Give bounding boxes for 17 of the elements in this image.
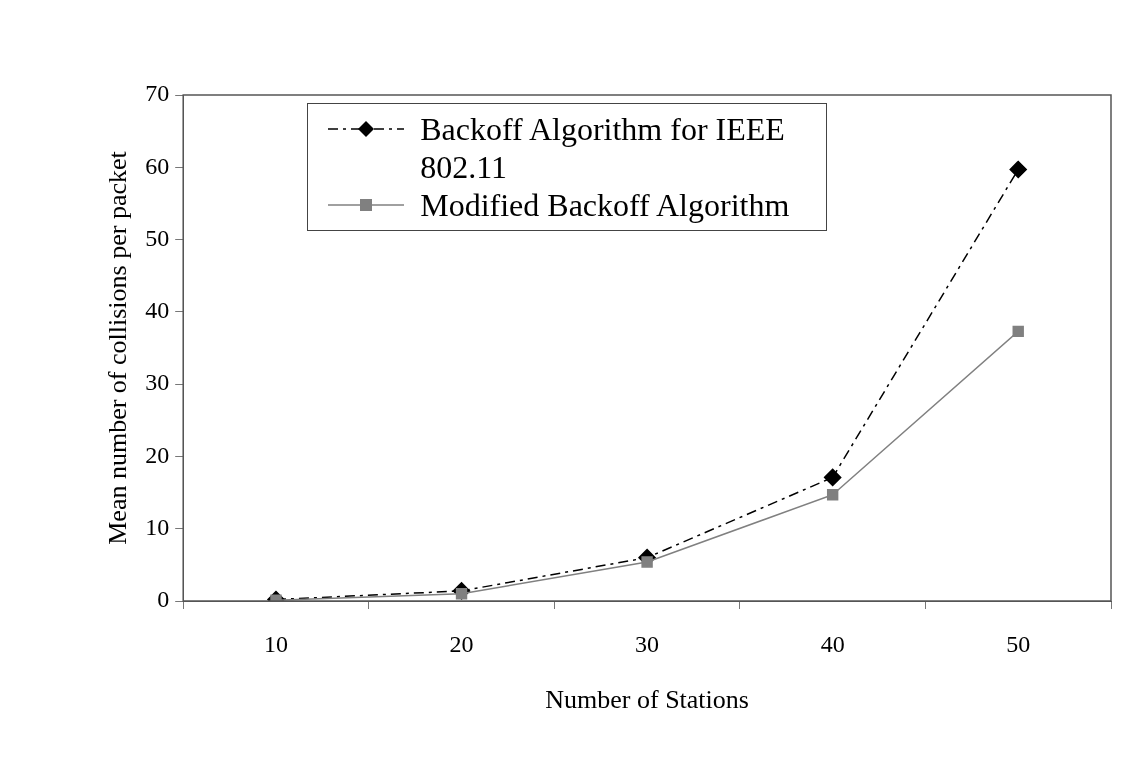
x-tick-label: 20 — [449, 630, 474, 657]
y-tick-label: 0 — [157, 586, 170, 613]
legend-label: Modified Backoff Algorithm — [420, 186, 790, 224]
y-tick-label: 70 — [145, 80, 170, 107]
y-tick-label: 40 — [145, 297, 170, 324]
y-tick-label: 20 — [145, 441, 170, 468]
x-axis-title: Number of Stations — [545, 685, 749, 715]
x-tick-label: 50 — [1006, 630, 1031, 657]
y-tick-label: 10 — [145, 514, 170, 541]
y-tick-label: 60 — [145, 152, 170, 179]
x-tick-label: 30 — [635, 630, 660, 657]
x-tick-label: 10 — [263, 630, 288, 657]
y-tick-label: 50 — [145, 224, 170, 251]
x-tick-label: 40 — [820, 630, 845, 657]
y-tick-label: 30 — [145, 369, 170, 396]
legend-label: Backoff Algorithm for IEEE 802.11 — [420, 110, 786, 186]
y-axis-title: Mean number of collisions per packet — [103, 150, 133, 545]
